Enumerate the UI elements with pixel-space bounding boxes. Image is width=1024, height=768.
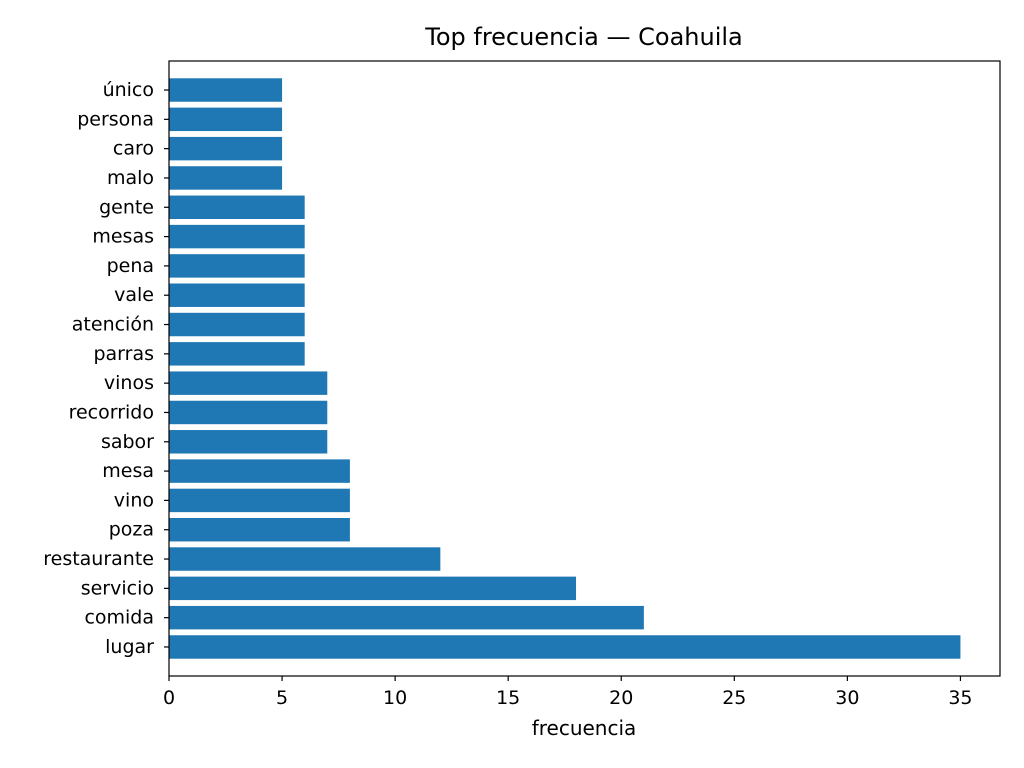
y-tick-label: restaurante [43, 548, 154, 570]
bar-pena [169, 254, 305, 278]
bar-sabor [169, 430, 328, 454]
x-axis-label: frecuencia [532, 716, 637, 740]
y-tick-label: mesas [92, 226, 154, 248]
y-tick-label: vinos [104, 372, 154, 394]
y-tick-label: atención [72, 314, 154, 336]
x-tick-label: 15 [496, 687, 520, 709]
y-axis-ticks: lugar comida servicio restaurante poza vino me… [43, 79, 169, 658]
bar-restaurante [169, 547, 441, 571]
bar-malo [169, 166, 283, 190]
bar-único [169, 78, 283, 102]
x-tick-label: 10 [383, 687, 407, 709]
y-tick-label: malo [107, 167, 154, 189]
y-tick-label: recorrido [69, 401, 154, 423]
x-axis-ticks: 0 5 10 15 20 25 30 35 [163, 676, 973, 709]
bar-atención [169, 312, 305, 337]
bar-persona [169, 107, 283, 132]
plot-frame [168, 60, 1001, 677]
bar-poza [169, 517, 350, 542]
x-tick-label: 25 [722, 687, 746, 709]
bar-vino [169, 488, 350, 513]
bar-mesas [169, 224, 305, 249]
y-tick-label: vale [114, 284, 154, 306]
x-tick-label: 20 [609, 687, 633, 709]
y-tick-label: persona [77, 108, 154, 130]
bar-caro [169, 136, 283, 161]
y-tick-label: vino [114, 489, 154, 511]
bars-layer [169, 78, 961, 659]
x-tick-label: 0 [163, 687, 175, 709]
bar-gente [169, 195, 305, 220]
chart-title: Top frecuencia — Coahuila [424, 23, 743, 51]
y-tick-label: pena [107, 255, 154, 277]
y-tick-label: gente [99, 196, 154, 218]
bar-recorrido [169, 400, 328, 425]
y-tick-label: caro [113, 138, 154, 160]
bar-lugar [169, 635, 961, 659]
y-tick-label: único [103, 79, 154, 101]
x-tick-label: 30 [835, 687, 859, 709]
x-tick-label: 35 [948, 687, 972, 709]
x-tick-label: 5 [276, 687, 288, 709]
y-tick-label: parras [93, 343, 154, 365]
bar-vinos [169, 371, 328, 395]
bar-comida [169, 605, 644, 630]
bar-servicio [169, 576, 577, 601]
y-tick-label: mesa [102, 460, 154, 482]
y-tick-label: servicio [81, 577, 154, 599]
y-tick-label: comida [84, 607, 154, 629]
y-tick-label: lugar [105, 636, 154, 658]
y-tick-label: poza [109, 519, 154, 541]
bar-parras [169, 342, 305, 366]
bar-mesa [169, 459, 350, 483]
bar-vale [169, 283, 305, 307]
y-tick-label: sabor [101, 431, 154, 453]
